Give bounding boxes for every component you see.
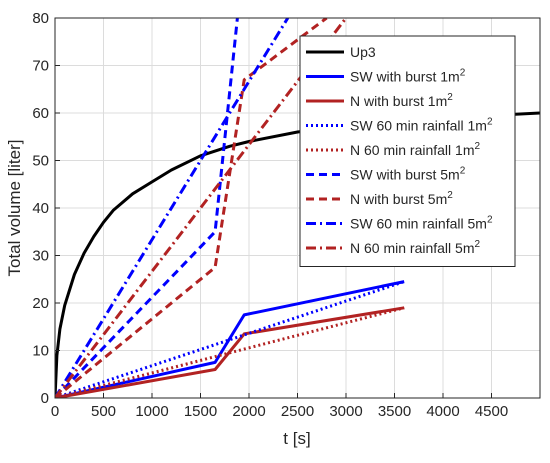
legend-label-text: SW with burst 5m [350,167,460,183]
y-tick-label: 80 [32,10,49,27]
legend-label: SW 60 min rainfall 1m2 [350,117,493,134]
x-tick-label: 4500 [475,403,508,420]
y-tick-label: 10 [32,343,49,360]
legend-label: N 60 min rainfall 1m2 [350,141,481,158]
y-tick-label: 0 [41,390,49,407]
x-tick-label: 2000 [232,403,265,420]
x-tick-label: 3000 [329,403,362,420]
legend-label-text: N 60 min rainfall 5m [350,240,475,256]
legend-label-superscript: 2 [487,117,493,128]
legend-label: SW with burst 1m2 [350,68,466,85]
x-tick-label: 500 [91,403,116,420]
legend-label-text: Up3 [350,44,376,60]
y-tick-label: 20 [32,295,49,312]
legend-label-text: SW 60 min rainfall 5m [350,216,487,232]
series-line [55,18,328,398]
x-tick-label: 3500 [378,403,411,420]
legend-box [299,35,516,267]
series-line [55,280,405,398]
legend-label: SW with burst 5m2 [350,166,466,183]
y-tick-label: 40 [32,200,49,217]
x-tick-label: 1000 [135,403,168,420]
series-line [55,18,290,398]
legend-label-superscript: 2 [460,68,466,79]
legend-label-text: SW 60 min rainfall 1m [350,118,487,134]
legend-label: Up3 [350,44,376,60]
y-tick-label: 60 [32,105,49,122]
y-tick-label: 70 [32,58,49,75]
legend-label: N 60 min rainfall 5m2 [350,239,481,256]
legend-label-text: SW with burst 1m [350,69,460,85]
y-axis-title: Total volume [liter] [5,140,24,277]
y-tick-label: 30 [32,248,49,265]
x-axis-title: t [s] [283,429,310,448]
legend-label-text: N with burst 5m [350,191,447,207]
series-line [55,280,405,398]
x-tick-label: 0 [51,403,59,420]
legend-label: SW 60 min rainfall 5m2 [350,215,493,232]
legend-label-superscript: 2 [447,92,453,103]
legend-label: N with burst 1m2 [350,92,453,109]
x-tick-label: 1500 [184,403,217,420]
x-tick-label: 2500 [281,403,314,420]
legend-label-superscript: 2 [447,190,453,201]
legend-label-text: N 60 min rainfall 1m [350,142,475,158]
ticks: 0 500 1000 1500 2000 2500 3000 3500 4000 4500 0 10 2… [32,10,508,420]
series-group [55,18,540,398]
x-tick-label: 4000 [426,403,459,420]
legend-label-superscript: 2 [460,166,466,177]
legend-label-text: N with burst 1m [350,93,447,109]
legend-label: N with burst 5m2 [350,190,453,207]
series-line [55,306,405,398]
y-tick-label: 50 [32,153,49,170]
legend-label-superscript: 2 [487,215,493,226]
legend-label-superscript: 2 [475,141,481,152]
legend-label-superscript: 2 [475,239,481,250]
